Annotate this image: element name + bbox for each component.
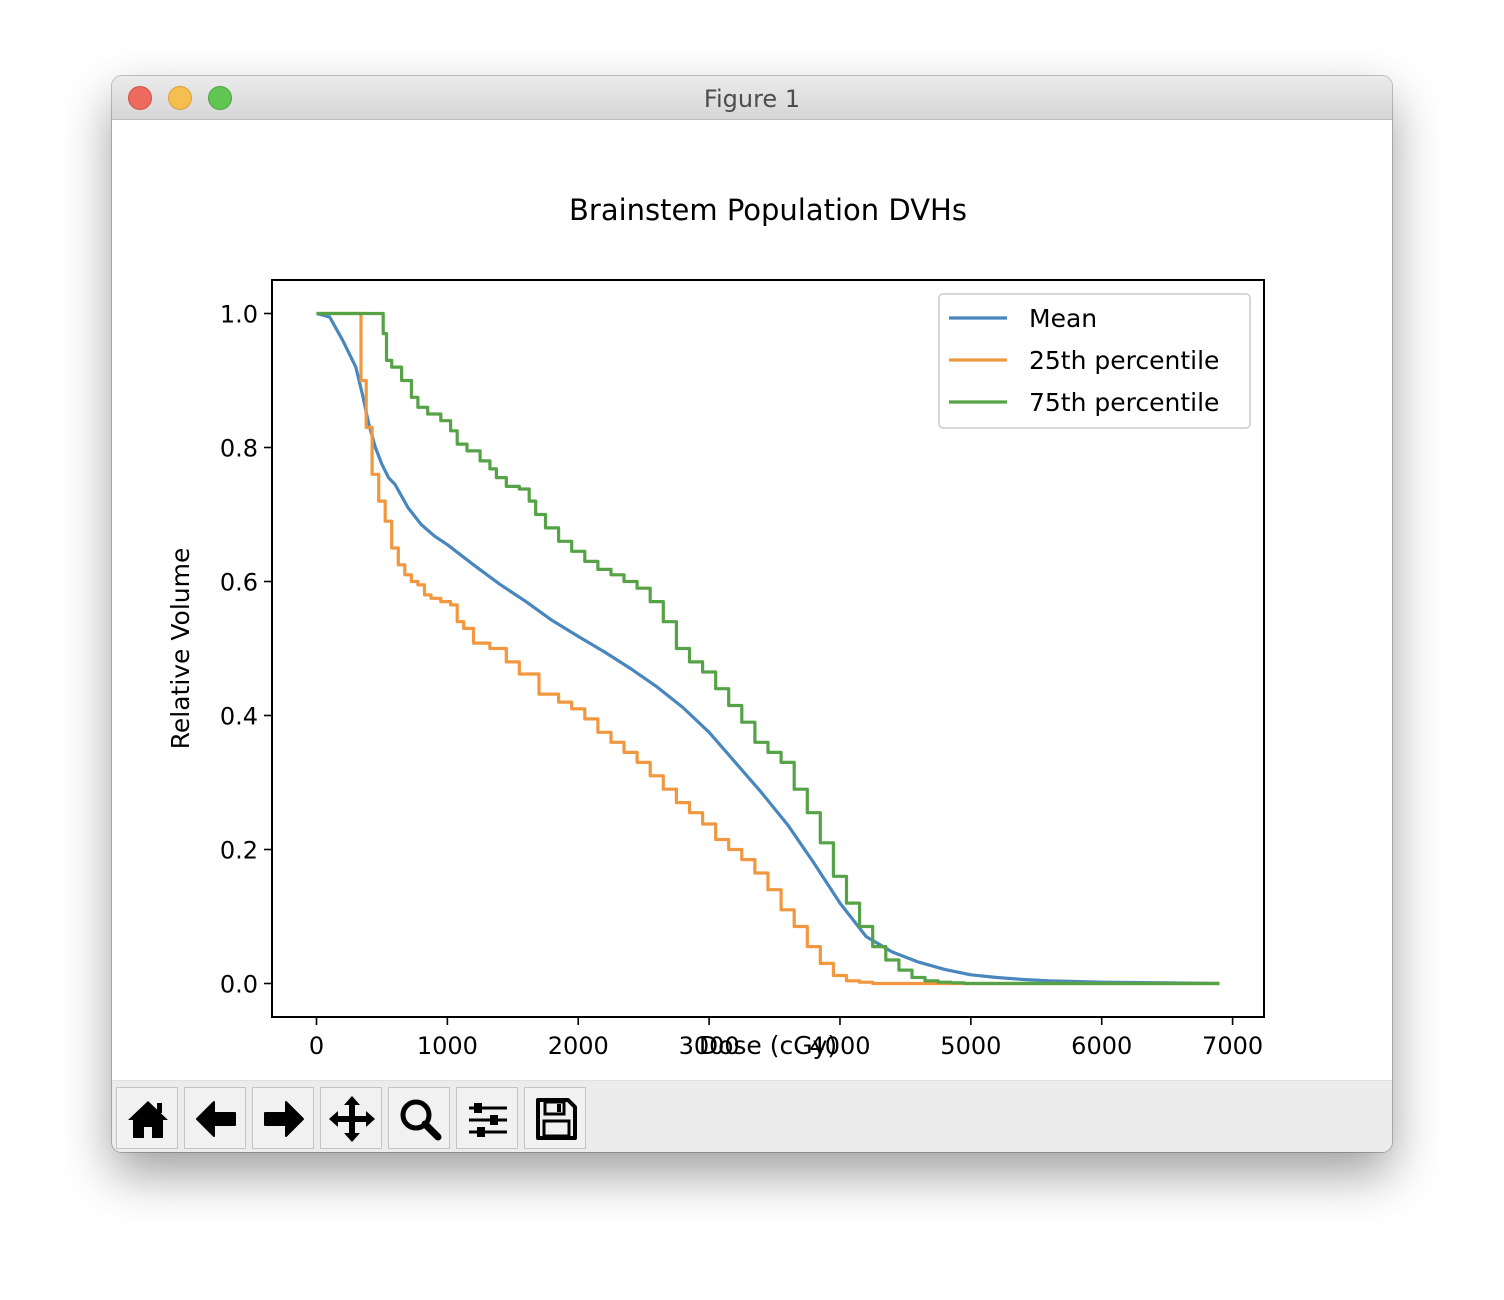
y-tick-label: 0.6 xyxy=(220,569,258,597)
x-tick-label: 3000 xyxy=(679,1032,740,1060)
y-tick-label: 1.0 xyxy=(220,301,258,329)
legend-box xyxy=(938,293,1251,429)
x-tick-label: 1000 xyxy=(417,1032,478,1060)
x-tick-label: 2000 xyxy=(548,1032,609,1060)
minimize-window-button[interactable] xyxy=(168,86,192,110)
magnifier-icon xyxy=(400,1099,442,1141)
configure-subplots-button[interactable] xyxy=(456,1087,518,1149)
maximize-window-button[interactable] xyxy=(208,86,232,110)
back-button[interactable] xyxy=(184,1087,246,1149)
zoom-button[interactable] xyxy=(388,1087,450,1149)
sliders-icon xyxy=(469,1103,507,1137)
pan-button[interactable] xyxy=(320,1087,382,1149)
move-icon xyxy=(329,1096,375,1142)
figure-canvas[interactable]: Brainstem Population DVHs 0 1000 2000 3000 40… xyxy=(112,120,1392,1080)
y-tick-label: 0.8 xyxy=(220,435,258,463)
y-tick-label: 0.0 xyxy=(220,971,258,999)
dvh-line-chart: Brainstem Population DVHs 0 1000 2000 3000 40… xyxy=(166,193,1265,1060)
plot-frame xyxy=(271,279,1265,1018)
chart-title: Brainstem Population DVHs xyxy=(569,193,967,227)
legend-label: 75th percentile xyxy=(1029,388,1219,417)
x-tick-label: 4000 xyxy=(809,1032,870,1060)
arrow-left-icon xyxy=(196,1101,236,1137)
series-line-25th-percentile xyxy=(316,311,1220,986)
close-window-button[interactable] xyxy=(128,86,152,110)
series-line-75th-percentile xyxy=(316,311,1220,986)
x-axis-label: Dose (cGy) xyxy=(699,1031,837,1060)
save-button[interactable] xyxy=(524,1087,586,1149)
x-tick-label: 0 xyxy=(309,1032,324,1060)
y-tick-label: 0.2 xyxy=(220,837,258,865)
series-line-mean xyxy=(316,311,1220,986)
y-axis-label: Relative Volume xyxy=(166,548,195,750)
y-tick-label: 0.4 xyxy=(220,703,258,731)
legend-label: Mean xyxy=(1029,304,1097,333)
x-tick-label: 6000 xyxy=(1071,1032,1132,1060)
x-tick-label: 5000 xyxy=(940,1032,1001,1060)
floppy-disk-icon xyxy=(536,1098,577,1140)
home-button[interactable] xyxy=(116,1087,178,1149)
x-tick-label: 7000 xyxy=(1202,1032,1263,1060)
arrow-right-icon xyxy=(264,1101,304,1137)
forward-button[interactable] xyxy=(252,1087,314,1149)
title-bar: Figure 1 xyxy=(112,76,1392,120)
figure-window: Figure 1 Brainstem Population DVHs 0 1000 2… xyxy=(112,76,1392,1152)
window-title: Figure 1 xyxy=(703,85,801,113)
navigation-toolbar xyxy=(112,1080,1392,1152)
home-icon xyxy=(128,1101,168,1138)
legend-label: 25th percentile xyxy=(1029,346,1219,375)
